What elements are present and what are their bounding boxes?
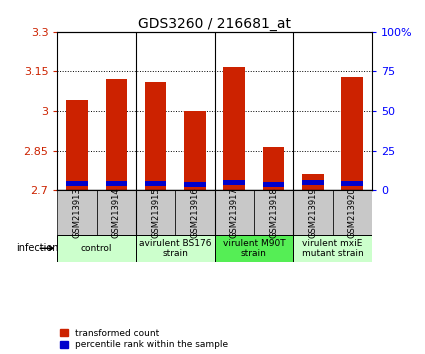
Text: GSM213916: GSM213916 — [190, 187, 199, 238]
Bar — [341, 77, 363, 190]
Legend: transformed count, percentile rank within the sample: transformed count, percentile rank withi… — [60, 329, 228, 349]
Text: virulent M90T
strain: virulent M90T strain — [223, 239, 285, 258]
Bar — [66, 181, 88, 186]
Title: GDS3260 / 216681_at: GDS3260 / 216681_at — [138, 17, 291, 31]
Bar — [184, 111, 206, 190]
Text: GSM213920: GSM213920 — [348, 187, 357, 238]
Text: virulent mxiE
mutant strain: virulent mxiE mutant strain — [302, 239, 363, 258]
Bar — [263, 182, 284, 187]
Bar — [302, 174, 324, 190]
Bar — [215, 235, 293, 262]
Bar — [215, 190, 254, 235]
Text: GSM213913: GSM213913 — [73, 187, 82, 238]
Bar — [96, 190, 136, 235]
Bar — [105, 181, 127, 186]
Text: GSM213915: GSM213915 — [151, 187, 160, 238]
Bar — [57, 190, 96, 235]
Text: GSM213917: GSM213917 — [230, 187, 239, 238]
Text: control: control — [81, 244, 113, 253]
Bar — [136, 235, 215, 262]
Text: GSM213918: GSM213918 — [269, 187, 278, 238]
Text: GSM213914: GSM213914 — [112, 187, 121, 238]
Bar — [332, 190, 372, 235]
Bar — [145, 181, 167, 186]
Bar — [57, 235, 136, 262]
Bar — [136, 190, 175, 235]
Bar — [293, 235, 372, 262]
Text: infection: infection — [16, 243, 59, 253]
Bar — [302, 179, 324, 185]
Bar — [224, 68, 245, 190]
Bar — [175, 190, 215, 235]
Bar — [293, 190, 332, 235]
Bar — [145, 82, 167, 190]
Text: avirulent BS176
strain: avirulent BS176 strain — [139, 239, 212, 258]
Bar — [263, 147, 284, 190]
Text: GSM213919: GSM213919 — [309, 187, 317, 238]
Bar — [341, 181, 363, 186]
Bar — [224, 180, 245, 185]
Bar — [184, 182, 206, 187]
Bar — [105, 79, 127, 190]
Bar — [66, 101, 88, 190]
Bar — [254, 190, 293, 235]
